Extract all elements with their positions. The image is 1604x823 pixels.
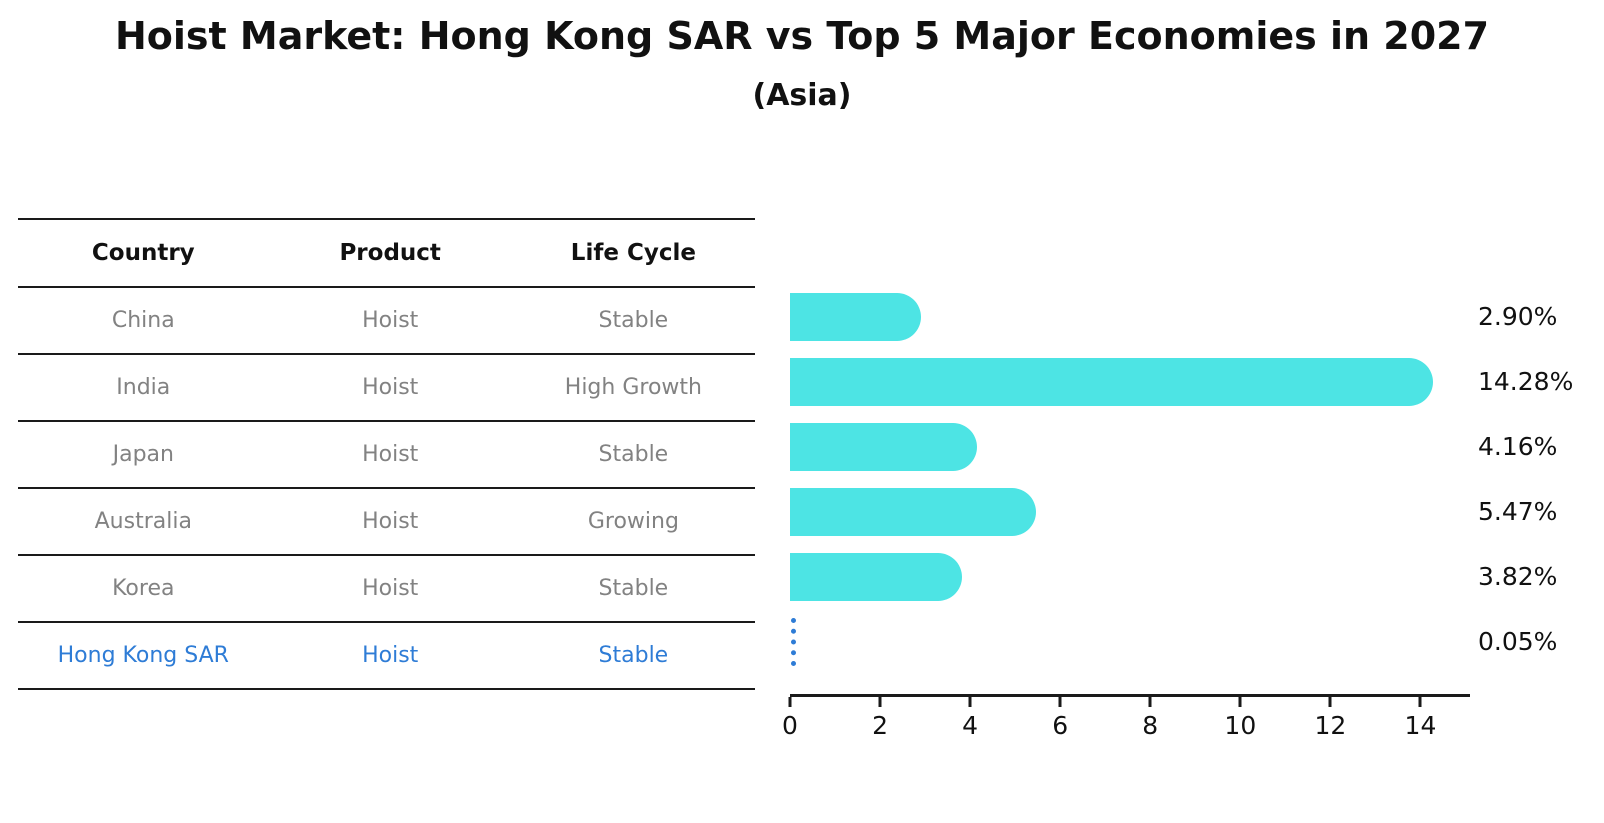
x-tick-label: 4 (962, 711, 979, 740)
tick-mark (1058, 697, 1062, 707)
x-tick-label: 12 (1314, 711, 1347, 740)
cell-product: Hoist (362, 308, 419, 333)
table-row-china: China Hoist Stable (18, 286, 755, 353)
bar-korea (790, 552, 963, 601)
bar-hong-kong-sar (791, 617, 796, 666)
cell-life-cycle: Stable (598, 576, 669, 601)
cell-country: Korea (112, 576, 175, 601)
tick-mark (968, 697, 972, 707)
value-label-australia: 5.47% (1478, 497, 1558, 526)
tick-mark (1418, 697, 1422, 707)
country-table: Country Product Life Cycle China Hoist S… (18, 218, 755, 690)
cell-country: India (116, 375, 171, 400)
bar-row (790, 414, 1470, 479)
column-header-product: Product (339, 240, 441, 266)
tick-mark (1238, 697, 1242, 707)
tick-mark (1328, 697, 1332, 707)
cell-product: Hoist (362, 509, 419, 534)
cell-life-cycle: Stable (598, 308, 669, 333)
table-row-india: India Hoist High Growth (18, 353, 755, 420)
x-tick-label: 14 (1404, 711, 1437, 740)
column-header-country: Country (91, 240, 195, 266)
x-tick-label: 2 (872, 711, 889, 740)
bar-row (790, 609, 1470, 674)
bar-row (790, 349, 1470, 414)
tick-mark (878, 697, 882, 707)
bar-india (790, 357, 1434, 406)
value-labels: 2.90% 14.28% 4.16% 5.47% 3.82% 0.05% (1478, 284, 1604, 674)
cell-life-cycle: High Growth (564, 375, 702, 400)
tick-mark (788, 697, 792, 707)
cell-country: Japan (112, 442, 174, 467)
bar-china (790, 292, 921, 341)
cell-product: Hoist (362, 643, 419, 668)
chart-title: Hoist Market: Hong Kong SAR vs Top 5 Maj… (114, 14, 1490, 58)
table-row-korea: Korea Hoist Stable (18, 554, 755, 621)
x-tick-label: 6 (1052, 711, 1069, 740)
cell-country: China (111, 308, 175, 333)
column-header-life-cycle: Life Cycle (570, 240, 696, 266)
cell-product: Hoist (362, 442, 419, 467)
bar-chart-plot: 0 2 4 6 8 10 12 14 (782, 284, 1470, 740)
cell-product: Hoist (362, 375, 419, 400)
table-row-hong-kong-sar: Hong Kong SAR Hoist Stable (18, 621, 755, 690)
value-label-japan: 4.16% (1478, 432, 1558, 461)
cell-life-cycle: Growing (587, 509, 679, 534)
table-header-row: Country Product Life Cycle (18, 218, 755, 286)
x-tick-label: 0 (782, 711, 798, 740)
x-tick-label: 8 (1142, 711, 1159, 740)
cell-product: Hoist (362, 576, 419, 601)
value-label-india: 14.28% (1478, 367, 1574, 396)
bar-row (790, 284, 1470, 349)
bar-australia (790, 487, 1037, 536)
x-tick-label: 10 (1224, 711, 1257, 740)
cell-country: Australia (94, 509, 192, 534)
bar-row (790, 479, 1470, 544)
cell-life-cycle: Stable (598, 643, 669, 668)
value-label-china: 2.90% (1478, 302, 1558, 331)
table-row-australia: Australia Hoist Growing (18, 487, 755, 554)
cell-life-cycle: Stable (598, 442, 669, 467)
table-row-japan: Japan Hoist Stable (18, 420, 755, 487)
cell-country: Hong Kong SAR (57, 643, 229, 668)
value-label-hong-kong-sar: 0.05% (1478, 627, 1558, 656)
tick-mark (1148, 697, 1152, 707)
bar-row (790, 544, 1470, 609)
chart-subtitle: (Asia) (752, 78, 852, 113)
bar-japan (790, 422, 978, 471)
x-axis-line (790, 694, 1470, 697)
value-label-korea: 3.82% (1478, 562, 1558, 591)
